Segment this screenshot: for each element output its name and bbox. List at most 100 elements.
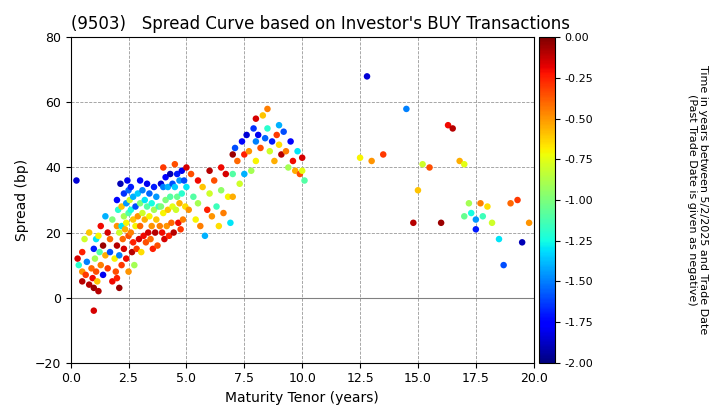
Point xyxy=(145,236,156,242)
Point xyxy=(188,194,199,200)
Point xyxy=(465,210,477,216)
Point xyxy=(269,158,280,164)
Point xyxy=(94,249,105,255)
Point xyxy=(146,200,158,207)
Point xyxy=(264,148,276,155)
Point xyxy=(236,138,248,145)
Point xyxy=(523,219,535,226)
Point xyxy=(111,275,122,281)
Point xyxy=(470,226,482,233)
Point xyxy=(160,197,171,203)
Point xyxy=(166,219,177,226)
Point xyxy=(95,223,107,229)
Point xyxy=(271,131,282,138)
Point xyxy=(130,203,141,210)
Point xyxy=(498,262,509,268)
Point xyxy=(227,194,238,200)
Point xyxy=(86,265,97,272)
Point xyxy=(174,177,185,184)
Point xyxy=(280,148,292,155)
Point xyxy=(512,197,523,203)
Point xyxy=(179,203,191,210)
Point xyxy=(181,184,192,190)
Point xyxy=(71,177,82,184)
Point xyxy=(179,177,190,184)
Point xyxy=(261,105,273,112)
Point xyxy=(127,194,139,200)
Point xyxy=(505,200,516,207)
Point xyxy=(125,184,137,190)
Point xyxy=(261,125,273,132)
Point xyxy=(112,206,124,213)
Point xyxy=(516,239,528,246)
Point xyxy=(124,197,135,203)
Point xyxy=(169,161,181,168)
Point xyxy=(294,171,305,177)
Point xyxy=(148,184,160,190)
Point xyxy=(147,245,158,252)
Point xyxy=(241,131,253,138)
Point xyxy=(99,213,111,220)
Point xyxy=(88,245,99,252)
Point xyxy=(238,151,250,158)
Point xyxy=(297,155,308,161)
Point xyxy=(91,268,102,275)
Point xyxy=(173,219,184,226)
Point xyxy=(257,112,269,119)
Point xyxy=(93,288,104,294)
Point xyxy=(400,105,412,112)
Point xyxy=(274,122,285,129)
Point xyxy=(217,210,229,216)
Point xyxy=(91,278,103,285)
Point xyxy=(164,194,176,200)
Point xyxy=(88,284,99,291)
Point xyxy=(110,268,122,275)
Point xyxy=(143,229,154,236)
Point xyxy=(116,262,127,268)
Point xyxy=(160,174,171,181)
Point xyxy=(482,203,493,210)
Point xyxy=(161,223,173,229)
Point xyxy=(123,268,135,275)
Point xyxy=(171,171,183,177)
Point xyxy=(287,158,299,164)
Point xyxy=(84,281,95,288)
Point xyxy=(120,219,132,226)
Point xyxy=(285,138,297,145)
Point xyxy=(132,213,143,220)
Point xyxy=(354,155,366,161)
Point xyxy=(135,200,146,207)
Point xyxy=(120,226,131,233)
Point xyxy=(474,200,486,207)
Y-axis label: Spread (bp): Spread (bp) xyxy=(15,159,29,241)
Point xyxy=(408,219,419,226)
Point xyxy=(253,131,264,138)
Point xyxy=(213,223,225,229)
Point xyxy=(459,213,470,220)
Point xyxy=(152,242,163,249)
Point xyxy=(138,232,149,239)
Point xyxy=(125,206,137,213)
Point xyxy=(111,197,122,203)
Point xyxy=(143,190,155,197)
Point xyxy=(169,184,181,190)
Point xyxy=(116,223,127,229)
Point xyxy=(181,164,192,171)
Point xyxy=(156,203,167,210)
Point xyxy=(150,194,162,200)
Point xyxy=(118,245,130,252)
Point xyxy=(84,229,95,236)
Point xyxy=(174,200,185,207)
Point xyxy=(197,184,208,190)
Point xyxy=(95,262,107,268)
Point xyxy=(278,129,289,135)
Point xyxy=(417,161,428,168)
Point xyxy=(123,232,135,239)
Point xyxy=(171,194,183,200)
Point xyxy=(194,223,206,229)
Point xyxy=(176,168,187,174)
Point xyxy=(175,226,186,233)
Point xyxy=(118,190,130,197)
Point xyxy=(459,161,470,168)
Point xyxy=(99,252,111,259)
